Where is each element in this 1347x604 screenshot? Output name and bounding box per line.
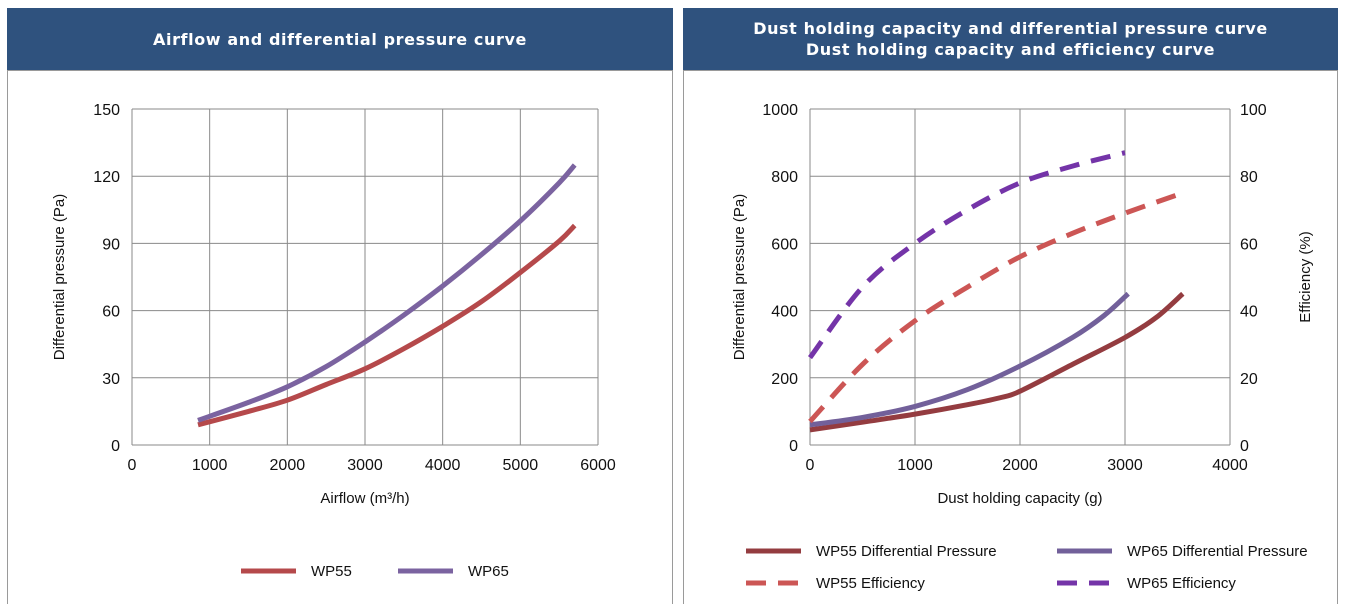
dust-panel: Dust holding capacity and differential p… bbox=[683, 8, 1338, 604]
airflow-panel-body bbox=[7, 70, 673, 604]
dust-chart-title-line-1: Dust holding capacity and differential p… bbox=[753, 19, 1268, 38]
dust-panel-header: Dust holding capacity and differential p… bbox=[683, 8, 1338, 70]
airflow-chart-title: Airflow and differential pressure curve bbox=[153, 29, 527, 49]
dust-panel-body bbox=[683, 70, 1338, 604]
airflow-panel-header: Airflow and differential pressure curve bbox=[7, 8, 673, 70]
dust-chart-title-line-2: Dust holding capacity and efficiency cur… bbox=[805, 40, 1216, 59]
airflow-panel: Airflow and differential pressure curve bbox=[7, 8, 673, 604]
